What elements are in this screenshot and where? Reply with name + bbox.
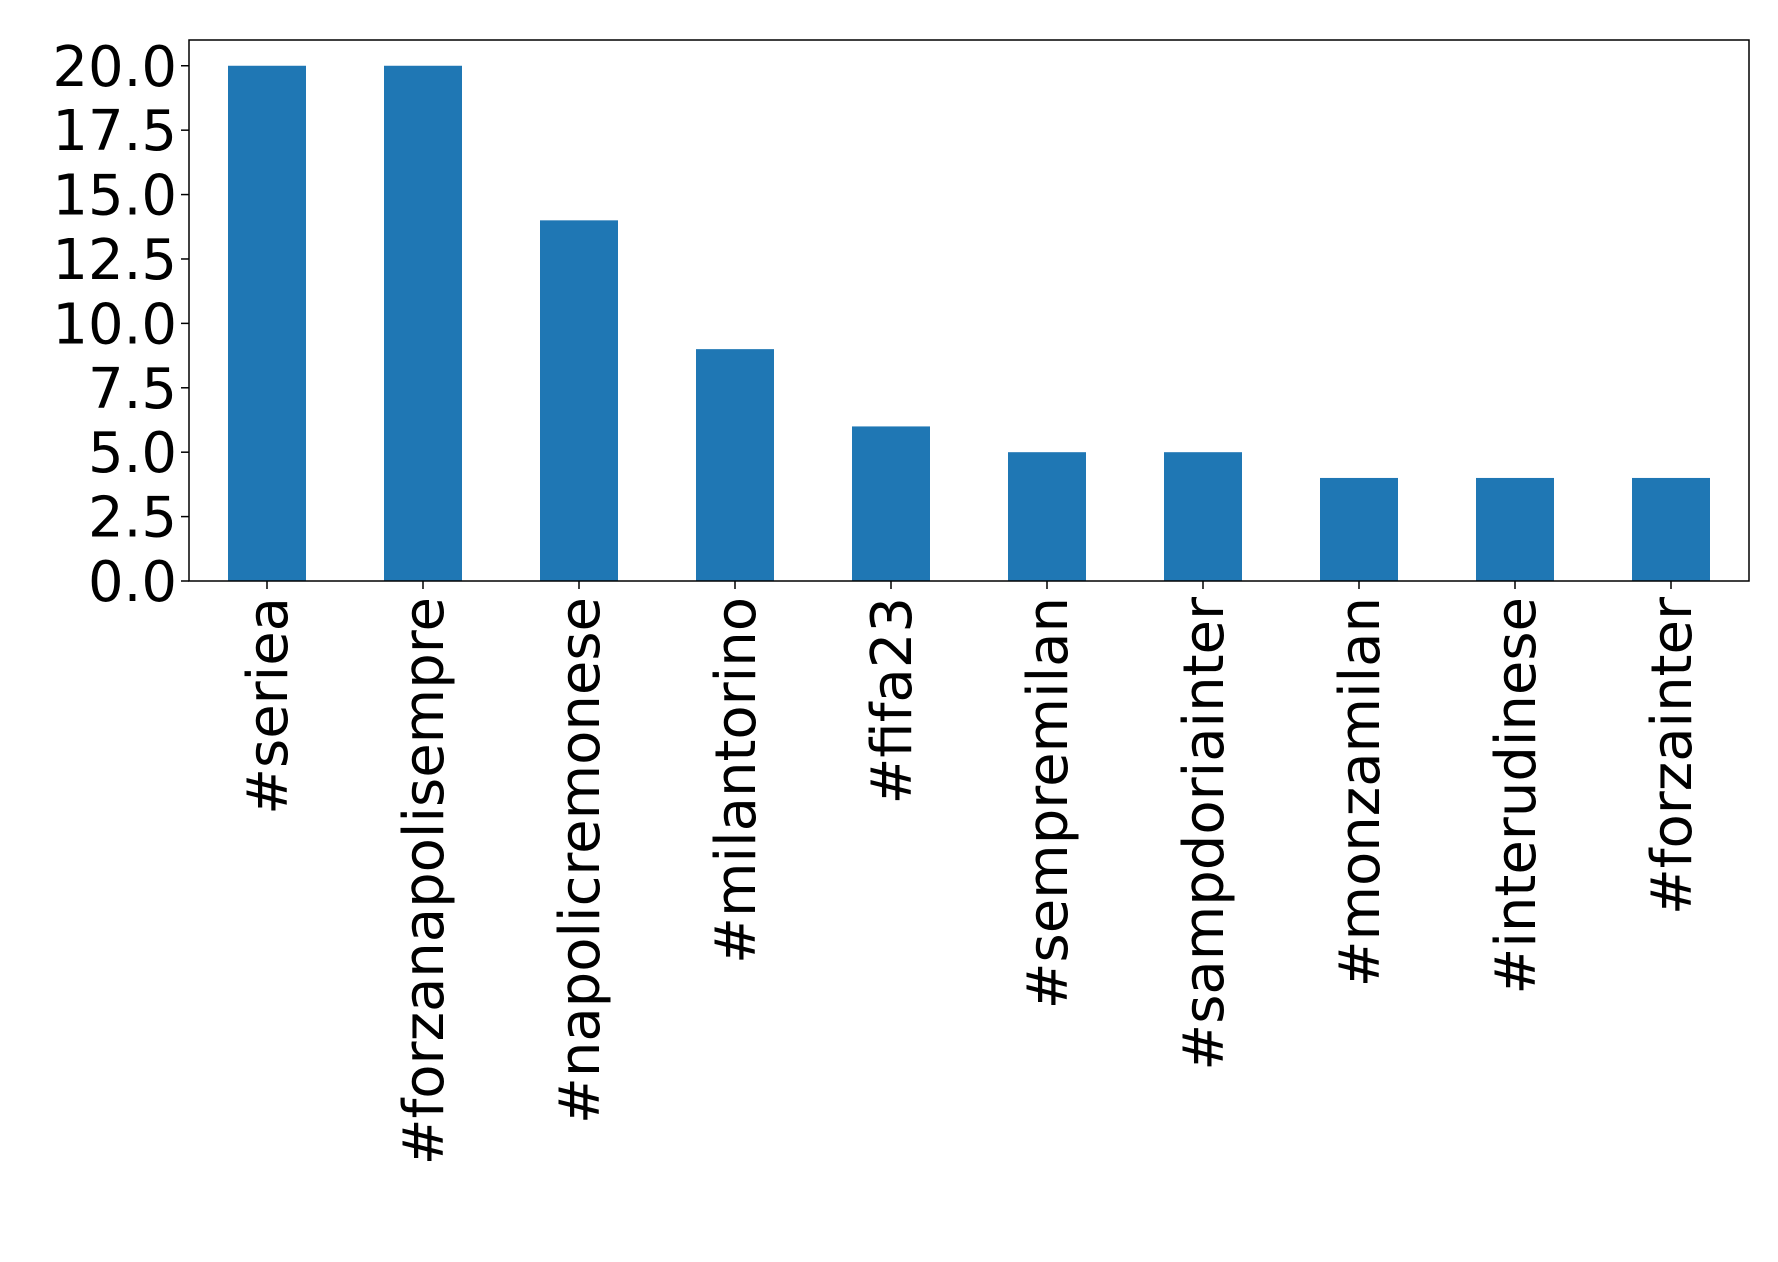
x-tick-label: #fifa23 [860, 597, 925, 804]
bar [540, 220, 618, 582]
x-tick-label: #napolicremonese [548, 597, 613, 1124]
y-tick-label: 5.0 [88, 421, 177, 486]
bar [1320, 477, 1398, 581]
x-tick-label: #sempremilan [1016, 597, 1081, 1009]
bar [1476, 477, 1554, 581]
x-tick-label: #interudinese [1484, 597, 1549, 995]
y-tick-label: 17.5 [52, 99, 177, 164]
x-tick-label: #forzanapolisempre [392, 597, 457, 1165]
y-tick-label: 2.5 [88, 486, 177, 551]
bar [1008, 452, 1086, 581]
y-tick-label: 0.0 [88, 550, 177, 615]
x-tick-label: #seriea [236, 597, 301, 815]
x-tick-label: #milantorino [704, 597, 769, 964]
y-tick-label: 10.0 [52, 292, 177, 357]
y-tick-label: 7.5 [88, 357, 177, 422]
plot-frame [188, 39, 1750, 582]
y-tick-label: 15.0 [52, 164, 177, 229]
x-tick-label: #forzainter [1640, 596, 1705, 915]
bar [384, 65, 462, 581]
x-tick-label: #sampdoriainter [1172, 596, 1237, 1071]
bar [1632, 477, 1710, 581]
y-tick-label: 20.0 [52, 35, 177, 100]
bar [852, 426, 930, 581]
bar [1164, 452, 1242, 581]
bar [228, 65, 306, 581]
y-tick-label: 12.5 [52, 228, 177, 293]
bar [696, 349, 774, 581]
x-tick-label: #monzamilan [1328, 597, 1393, 987]
